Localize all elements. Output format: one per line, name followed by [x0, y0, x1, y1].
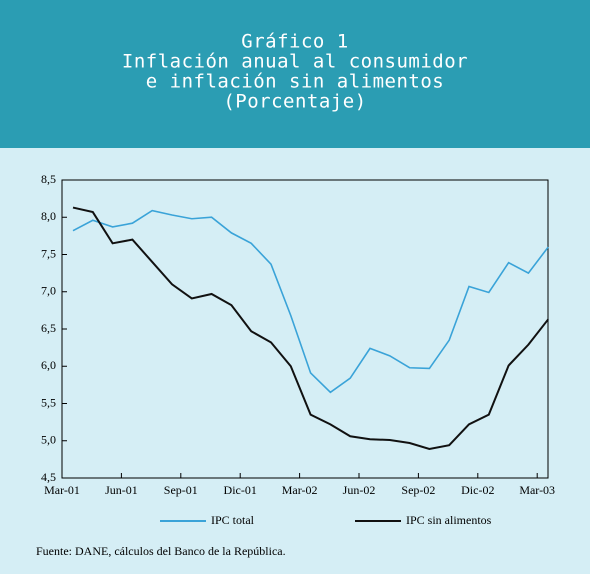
y-tick-label: 7,0: [41, 284, 56, 298]
source-note: Fuente: DANE, cálculos del Banco de la R…: [36, 544, 286, 558]
y-tick-label: 6,0: [41, 358, 56, 372]
y-tick-label: 6,5: [41, 321, 56, 335]
y-tick-label: 4,5: [41, 470, 56, 484]
y-tick-label: 5,5: [41, 395, 56, 409]
x-tick-label: Sep-02: [401, 483, 435, 497]
legend-label: IPC sin alimentos: [406, 513, 492, 527]
y-tick-label: 8,5: [41, 172, 56, 186]
chart-title: e inflación sin alimentos: [146, 71, 444, 93]
x-tick-label: Dic-02: [461, 483, 494, 497]
x-tick-label: Mar-02: [282, 483, 318, 497]
x-tick-label: Sep-01: [164, 483, 198, 497]
y-tick-label: 5,0: [41, 433, 56, 447]
header: [0, 0, 590, 148]
legend-label: IPC total: [211, 513, 255, 527]
chart-title: Inflación anual al consumidor: [122, 51, 468, 73]
x-tick-label: Jun-01: [105, 483, 138, 497]
series-line: [72, 206, 549, 450]
x-tick-label: Mar-01: [44, 483, 80, 497]
y-tick-label: 8,0: [41, 209, 56, 223]
chart-subtitle: (Porcentaje): [223, 91, 366, 113]
x-tick-label: Jun-02: [343, 483, 376, 497]
chart-title: Gráfico 1: [241, 31, 348, 53]
y-tick-label: 7,5: [41, 246, 56, 260]
x-tick-label: Mar-03: [519, 483, 555, 497]
x-tick-label: Dic-01: [224, 483, 257, 497]
series-line: [72, 209, 549, 394]
